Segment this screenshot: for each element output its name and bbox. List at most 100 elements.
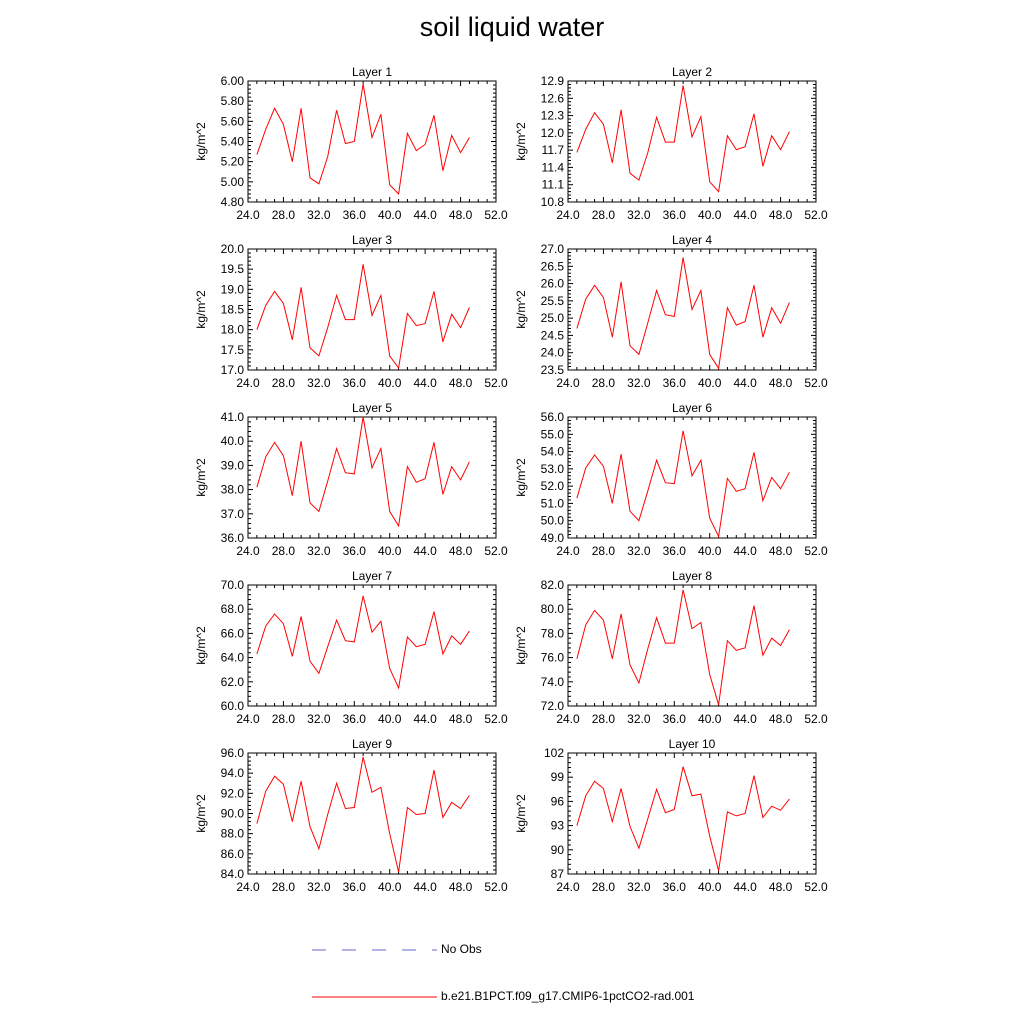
- y-tick-label: 36.0: [221, 531, 245, 545]
- x-tick-label: 44.0: [413, 544, 437, 558]
- panel-layer-9: Layer 9 kg/m^2 24.0 28.0 32.0 36.0 40.0 44.0 48.…: [194, 737, 508, 894]
- y-tick-label: 54.0: [541, 445, 565, 459]
- x-tick-label: 32.0: [307, 712, 331, 726]
- x-tick-label: 36.0: [343, 208, 367, 222]
- panel-title: Layer 1: [352, 65, 392, 79]
- x-tick-label: 36.0: [343, 880, 367, 894]
- y-tick-label: 38.0: [221, 483, 245, 497]
- x-tick-label: 36.0: [343, 712, 367, 726]
- x-tick-label: 52.0: [484, 712, 508, 726]
- x-tick-label: 32.0: [307, 880, 331, 894]
- y-tick-label: 88.0: [221, 827, 245, 841]
- x-tick-label: 28.0: [272, 544, 296, 558]
- x-tick-label: 36.0: [343, 376, 367, 390]
- y-tick-label: 39.0: [221, 458, 245, 472]
- x-tick-label: 24.0: [556, 208, 580, 222]
- y-tick-label: 12.0: [541, 126, 565, 140]
- y-tick-label: 17.5: [221, 343, 245, 357]
- y-tick-label: 51.0: [541, 496, 565, 510]
- y-tick-label: 99: [551, 770, 565, 784]
- y-tick-label: 55.0: [541, 427, 565, 441]
- series-line: [256, 264, 470, 370]
- x-tick-label: 28.0: [272, 880, 296, 894]
- series-line: [256, 83, 470, 195]
- x-tick-label: 24.0: [236, 544, 260, 558]
- series-line: [576, 766, 790, 871]
- y-axis-label: kg/m^2: [514, 122, 528, 161]
- x-tick-label: 28.0: [272, 712, 296, 726]
- x-tick-label: 48.0: [769, 544, 793, 558]
- panel-title: Layer 5: [352, 401, 392, 415]
- y-axis-label: kg/m^2: [194, 290, 208, 329]
- y-tick-label: 6.00: [221, 74, 245, 88]
- y-tick-label: 96: [551, 794, 565, 808]
- x-tick-label: 32.0: [627, 712, 651, 726]
- y-tick-label: 24.0: [541, 346, 565, 360]
- page-title: soil liquid water: [419, 12, 605, 42]
- x-tick-label: 44.0: [413, 208, 437, 222]
- plot-frame: [247, 752, 497, 875]
- y-tick-label: 40.0: [221, 434, 245, 448]
- y-tick-label: 62.0: [221, 675, 245, 689]
- x-tick-label: 48.0: [449, 208, 473, 222]
- series-line: [256, 416, 470, 528]
- y-tick-label: 86.0: [221, 847, 245, 861]
- y-tick-label: 20.0: [221, 242, 245, 256]
- x-tick-label: 28.0: [272, 376, 296, 390]
- y-tick-label: 52.0: [541, 479, 565, 493]
- panel-title: Layer 10: [669, 737, 716, 751]
- y-axis-label: kg/m^2: [514, 290, 528, 329]
- y-tick-label: 23.5: [541, 363, 565, 377]
- x-tick-label: 24.0: [556, 376, 580, 390]
- panel-title: Layer 3: [352, 233, 392, 247]
- x-tick-label: 28.0: [592, 880, 616, 894]
- series-line: [576, 257, 790, 370]
- y-axis-label: kg/m^2: [514, 794, 528, 833]
- series-line: [256, 595, 470, 690]
- x-tick-label: 44.0: [733, 544, 757, 558]
- x-tick-label: 52.0: [804, 376, 828, 390]
- y-tick-label: 4.80: [221, 195, 245, 209]
- y-axis-label: kg/m^2: [514, 458, 528, 497]
- x-tick-label: 24.0: [236, 376, 260, 390]
- y-tick-label: 74.0: [541, 675, 565, 689]
- x-tick-label: 40.0: [698, 712, 722, 726]
- panel-title: Layer 9: [352, 737, 392, 751]
- panel-layer-7: Layer 7 kg/m^2 24.0 28.0 32.0 36.0 40.0 44.0 48.…: [194, 569, 508, 726]
- y-tick-label: 19.5: [221, 262, 245, 276]
- plot-frame: [567, 416, 817, 539]
- y-tick-label: 96.0: [221, 746, 245, 760]
- series-line: [576, 85, 790, 193]
- y-tick-label: 84.0: [221, 867, 245, 881]
- x-tick-label: 52.0: [484, 208, 508, 222]
- y-tick-label: 37.0: [221, 507, 245, 521]
- y-tick-label: 10.8: [541, 195, 565, 209]
- panel-title: Layer 6: [672, 401, 712, 415]
- x-tick-label: 44.0: [733, 880, 757, 894]
- x-tick-label: 36.0: [343, 544, 367, 558]
- x-tick-label: 44.0: [733, 376, 757, 390]
- panel-layer-3: Layer 3 kg/m^2 24.0 28.0 32.0 36.0 40.0 44.0 48.…: [194, 233, 508, 390]
- x-tick-label: 52.0: [804, 880, 828, 894]
- y-tick-label: 72.0: [541, 699, 565, 713]
- x-tick-label: 28.0: [592, 544, 616, 558]
- y-tick-label: 5.60: [221, 114, 245, 128]
- x-tick-label: 40.0: [698, 208, 722, 222]
- plot-frame: [567, 80, 817, 203]
- y-tick-label: 50.0: [541, 514, 565, 528]
- x-tick-label: 48.0: [769, 376, 793, 390]
- panel-title: Layer 7: [352, 569, 392, 583]
- panel-layer-6: Layer 6 kg/m^2 24.0 28.0 32.0 36.0 40.0 44.0 48.…: [514, 401, 828, 558]
- x-tick-label: 24.0: [236, 712, 260, 726]
- y-axis-label: kg/m^2: [514, 626, 528, 665]
- x-tick-label: 40.0: [378, 544, 402, 558]
- y-axis-label: kg/m^2: [194, 626, 208, 665]
- plot-frame: [247, 80, 497, 203]
- x-tick-label: 24.0: [556, 880, 580, 894]
- y-axis-label: kg/m^2: [194, 122, 208, 161]
- panel-layer-4: Layer 4 kg/m^2 24.0 28.0 32.0 36.0 40.0 44.0 48.…: [514, 233, 828, 390]
- x-tick-label: 48.0: [449, 712, 473, 726]
- y-tick-label: 41.0: [221, 410, 245, 424]
- x-tick-label: 24.0: [236, 208, 260, 222]
- x-tick-label: 32.0: [627, 544, 651, 558]
